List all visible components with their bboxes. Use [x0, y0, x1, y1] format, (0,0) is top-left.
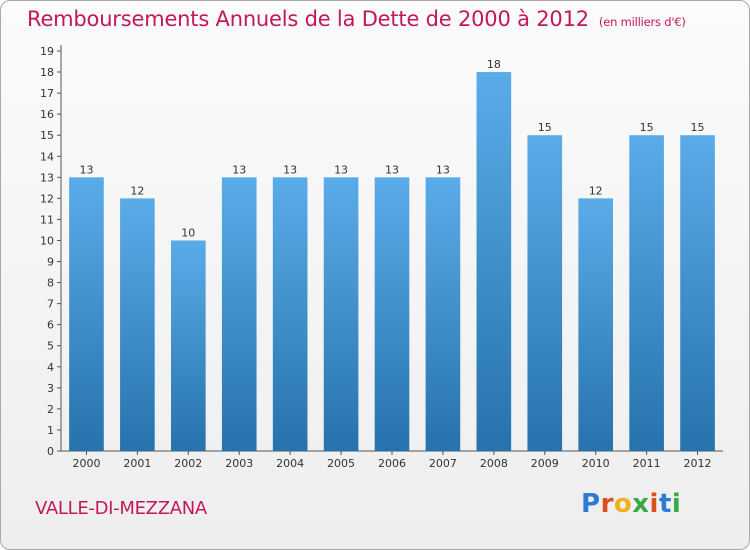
y-tick-label: 6 [47, 319, 54, 332]
bar-value-label: 13 [79, 163, 93, 176]
logo-letter: r [600, 489, 614, 519]
bar-value-label: 15 [640, 121, 654, 134]
bar [374, 177, 410, 451]
logo-letter: i [671, 489, 682, 519]
y-tick-label: 3 [47, 382, 54, 395]
y-tick-label: 14 [40, 150, 54, 163]
bar [527, 135, 563, 452]
bar [120, 198, 155, 451]
y-tick-label: 5 [47, 340, 54, 353]
y-tick-label: 17 [40, 87, 54, 100]
y-tick-label: 1 [47, 424, 54, 437]
bar [272, 177, 308, 451]
x-tick-label: 2011 [633, 457, 661, 470]
bar-value-label: 15 [538, 121, 552, 134]
logo-letter: o [613, 489, 633, 519]
y-tick-label: 0 [47, 445, 54, 458]
y-tick-label: 9 [47, 256, 54, 269]
y-tick-label: 13 [40, 171, 54, 184]
x-tick-label: 2009 [531, 457, 559, 470]
chart-title: Remboursements Annuels de la Dette de 20… [27, 7, 686, 31]
proxiti-logo[interactable]: Proxiti [581, 489, 681, 519]
bar-value-label: 12 [130, 184, 144, 197]
x-tick-label: 2012 [684, 457, 712, 470]
bar [221, 177, 257, 451]
commune-name: VALLE-DI-MEZZANA [35, 498, 207, 519]
chart-title-text: Remboursements Annuels de la Dette de 20… [27, 7, 589, 31]
y-tick-label: 2 [47, 403, 54, 416]
y-tick-label: 15 [40, 129, 54, 142]
bar-value-label: 18 [487, 58, 501, 71]
bar-value-label: 15 [691, 121, 705, 134]
x-tick-label: 2001 [123, 457, 151, 470]
bar [170, 240, 206, 451]
x-tick-label: 2004 [276, 457, 304, 470]
bar [425, 177, 461, 451]
x-tick-label: 2007 [429, 457, 457, 470]
bar-value-label: 10 [181, 226, 195, 239]
x-tick-label: 2005 [327, 457, 355, 470]
y-tick-label: 8 [47, 277, 54, 290]
y-tick-label: 16 [40, 108, 54, 121]
bar-value-label: 13 [232, 163, 246, 176]
logo-letter: i [649, 489, 659, 519]
y-tick-label: 12 [40, 192, 54, 205]
bar [629, 135, 664, 452]
y-tick-label: 18 [40, 66, 54, 79]
bar-value-label: 13 [283, 163, 297, 176]
chart-unit: (en milliers d'€) [598, 15, 686, 29]
bar [69, 177, 104, 451]
logo-letter: t [658, 489, 672, 519]
x-tick-label: 2003 [225, 457, 253, 470]
x-tick-label: 2010 [582, 457, 610, 470]
x-tick-label: 2002 [174, 457, 202, 470]
y-tick-label: 7 [47, 298, 54, 311]
bar-value-label: 13 [385, 163, 399, 176]
y-tick-label: 10 [40, 234, 54, 247]
x-tick-label: 2008 [480, 457, 508, 470]
y-tick-label: 19 [40, 45, 54, 58]
y-tick-label: 11 [40, 213, 54, 226]
bar-value-label: 12 [589, 184, 603, 197]
bar [680, 135, 715, 452]
x-tick-label: 2006 [378, 457, 406, 470]
bar-value-label: 13 [334, 163, 348, 176]
bar [476, 72, 512, 451]
x-tick-label: 2000 [72, 457, 100, 470]
bar [323, 177, 359, 451]
bar-value-label: 13 [436, 163, 450, 176]
logo-letter: P [581, 489, 601, 519]
bar [578, 198, 614, 451]
logo-letter: x [632, 489, 650, 519]
y-tick-label: 4 [47, 361, 54, 374]
